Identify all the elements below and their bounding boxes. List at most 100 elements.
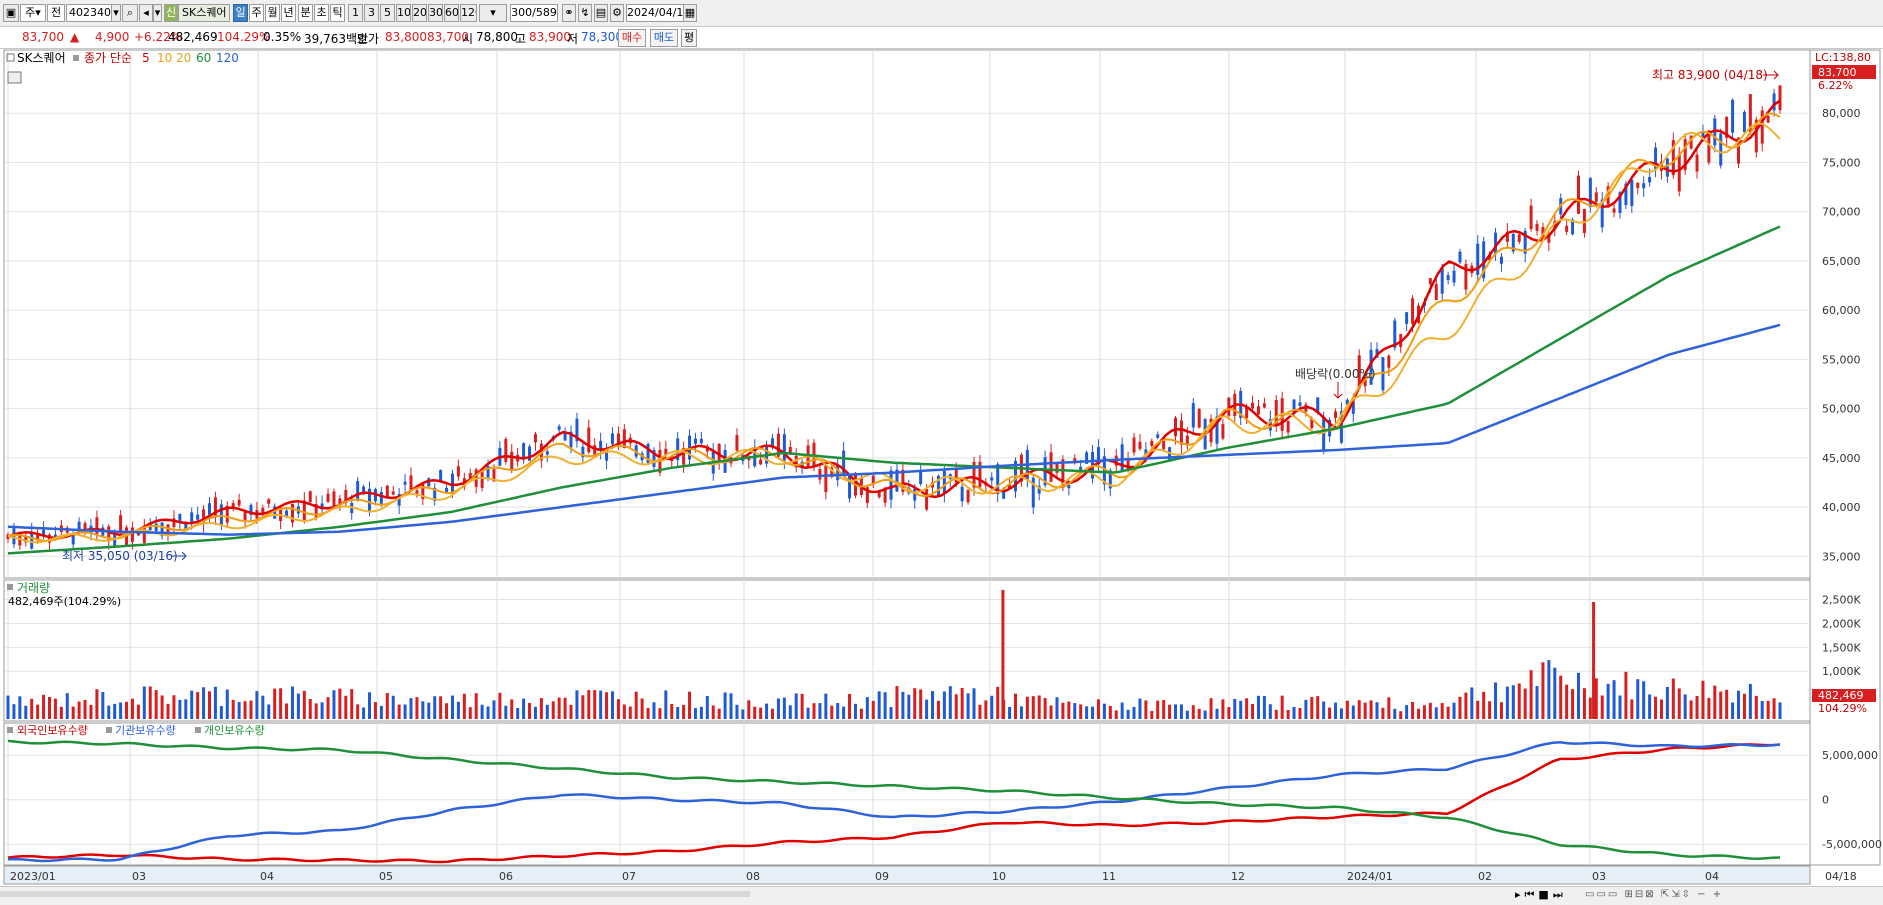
- volume-bar: [1061, 702, 1065, 719]
- volume-bar: [865, 697, 869, 719]
- candle-body: [1582, 209, 1586, 234]
- candle-body: [652, 450, 656, 467]
- candle-body: [883, 488, 887, 503]
- interval-1[interactable]: 1: [348, 4, 363, 22]
- candle-body: [1085, 452, 1089, 464]
- candle-body: [1215, 416, 1219, 444]
- volume-bar: [830, 705, 834, 719]
- candle-body: [1778, 85, 1782, 111]
- volume-bar: [1268, 704, 1272, 719]
- tab-day[interactable]: 일: [233, 4, 248, 22]
- tab-year[interactable]: 년: [281, 4, 296, 22]
- volume-y-tick: 1,500K: [1822, 641, 1861, 654]
- volume-bar: [853, 703, 857, 719]
- candle-body: [77, 521, 81, 532]
- candle-body: [1405, 312, 1409, 324]
- volume-bar: [1606, 683, 1610, 719]
- link-icon[interactable]: ⚭: [562, 4, 576, 22]
- interval-5[interactable]: 5: [380, 4, 395, 22]
- volume-bar: [89, 704, 93, 719]
- panel-toggle-icon[interactable]: [6, 53, 15, 62]
- candle-body: [1351, 401, 1355, 414]
- candle-body: [1707, 130, 1711, 163]
- volume-bar: [705, 696, 709, 719]
- candle-body: [545, 451, 549, 455]
- interval-20[interactable]: 20: [412, 4, 427, 22]
- volume-bar: [1215, 708, 1219, 719]
- tab-second[interactable]: 초: [314, 4, 329, 22]
- date-field[interactable]: 2024/04/18: [626, 4, 684, 22]
- tab-month[interactable]: 월: [265, 4, 280, 22]
- ask-price-1: 83,800: [385, 30, 427, 44]
- volume-bar: [498, 692, 502, 719]
- candle-body: [160, 522, 164, 537]
- table-toggle-icon[interactable]: [7, 71, 22, 84]
- x-tick-label: 10: [992, 870, 1006, 883]
- playback-controls-icon[interactable]: ▸⏮■⏭: [1515, 888, 1567, 901]
- candle-body: [1286, 421, 1290, 433]
- volume-bar: [1286, 709, 1290, 719]
- volume-bar: [130, 698, 134, 719]
- period-select[interactable]: 주▾: [20, 4, 46, 22]
- volume-bar: [332, 690, 336, 719]
- volume-bar: [1096, 699, 1100, 719]
- gear-icon[interactable]: ⚙: [610, 4, 624, 22]
- code-dropdown-button[interactable]: ▾: [111, 4, 121, 22]
- tab-minute[interactable]: 분: [298, 4, 313, 22]
- stock-name-field[interactable]: SK스퀘어: [178, 4, 230, 22]
- volume-bar: [1482, 691, 1486, 719]
- save-icon[interactable]: ▤: [594, 4, 608, 22]
- volume-bar: [1701, 680, 1705, 719]
- dividend-arrow-icon: [1333, 382, 1343, 399]
- horizontal-scrollbar[interactable]: [0, 891, 750, 897]
- volume-tag-bg: [1812, 689, 1876, 702]
- menu-icon[interactable]: ▣: [3, 4, 19, 22]
- candle-body: [332, 491, 336, 507]
- volume-bar: [1239, 700, 1243, 719]
- volume-bar: [148, 686, 152, 719]
- zoom-controls-icon[interactable]: ▭▭▭ ⊞⊟⊠ ⇱⇲⇳ − +: [1585, 889, 1724, 900]
- candle-body: [356, 481, 360, 501]
- volume-bar: [682, 704, 686, 719]
- interval-30[interactable]: 30: [428, 4, 443, 22]
- volume-bar: [1707, 697, 1711, 719]
- interval-3[interactable]: 3: [364, 4, 379, 22]
- candle-body: [1624, 183, 1628, 205]
- buy-button[interactable]: 매수: [618, 29, 646, 47]
- interval-120[interactable]: 120: [460, 4, 477, 22]
- tab-tick[interactable]: 틱: [330, 4, 345, 22]
- volume-bar: [1280, 695, 1284, 719]
- volume-bar: [599, 690, 603, 719]
- interval-60[interactable]: 60: [444, 4, 459, 22]
- candle-body: [836, 465, 840, 481]
- volume-bar: [1470, 687, 1474, 719]
- x-tick-label: 03: [132, 870, 146, 883]
- speaker-icon[interactable]: ◂: [139, 4, 153, 22]
- volume-bars: [6, 590, 1782, 719]
- count-field[interactable]: 300/589: [510, 4, 558, 22]
- volume-bar: [356, 704, 360, 719]
- sell-button[interactable]: 매도: [650, 29, 678, 47]
- search-icon[interactable]: ⌕: [122, 4, 138, 22]
- stock-code-input[interactable]: 402340: [66, 4, 121, 22]
- ma-5-label: 5: [142, 51, 150, 65]
- flat-button[interactable]: 평: [681, 29, 697, 47]
- mode-select[interactable]: 전: [47, 4, 65, 22]
- tab-week[interactable]: 주: [249, 4, 264, 22]
- volume-bar: [978, 704, 982, 719]
- custom-interval-select[interactable]: ▾: [479, 4, 507, 22]
- price-y-tick: 70,000: [1822, 206, 1861, 219]
- volume-bar: [1523, 688, 1527, 719]
- interval-10[interactable]: 10: [396, 4, 411, 22]
- chart-tool-icon[interactable]: ↯: [578, 4, 592, 22]
- volume-bar: [267, 704, 271, 719]
- volume-peak-bar: [1592, 601, 1596, 719]
- calendar-icon[interactable]: ▦: [683, 4, 697, 22]
- candle-body: [901, 469, 905, 493]
- volume-bar: [1393, 708, 1397, 719]
- history-dropdown-button[interactable]: ▾: [153, 4, 162, 22]
- volume-bar: [1612, 680, 1616, 719]
- candle-body: [1713, 118, 1717, 146]
- volume-bar: [925, 699, 929, 719]
